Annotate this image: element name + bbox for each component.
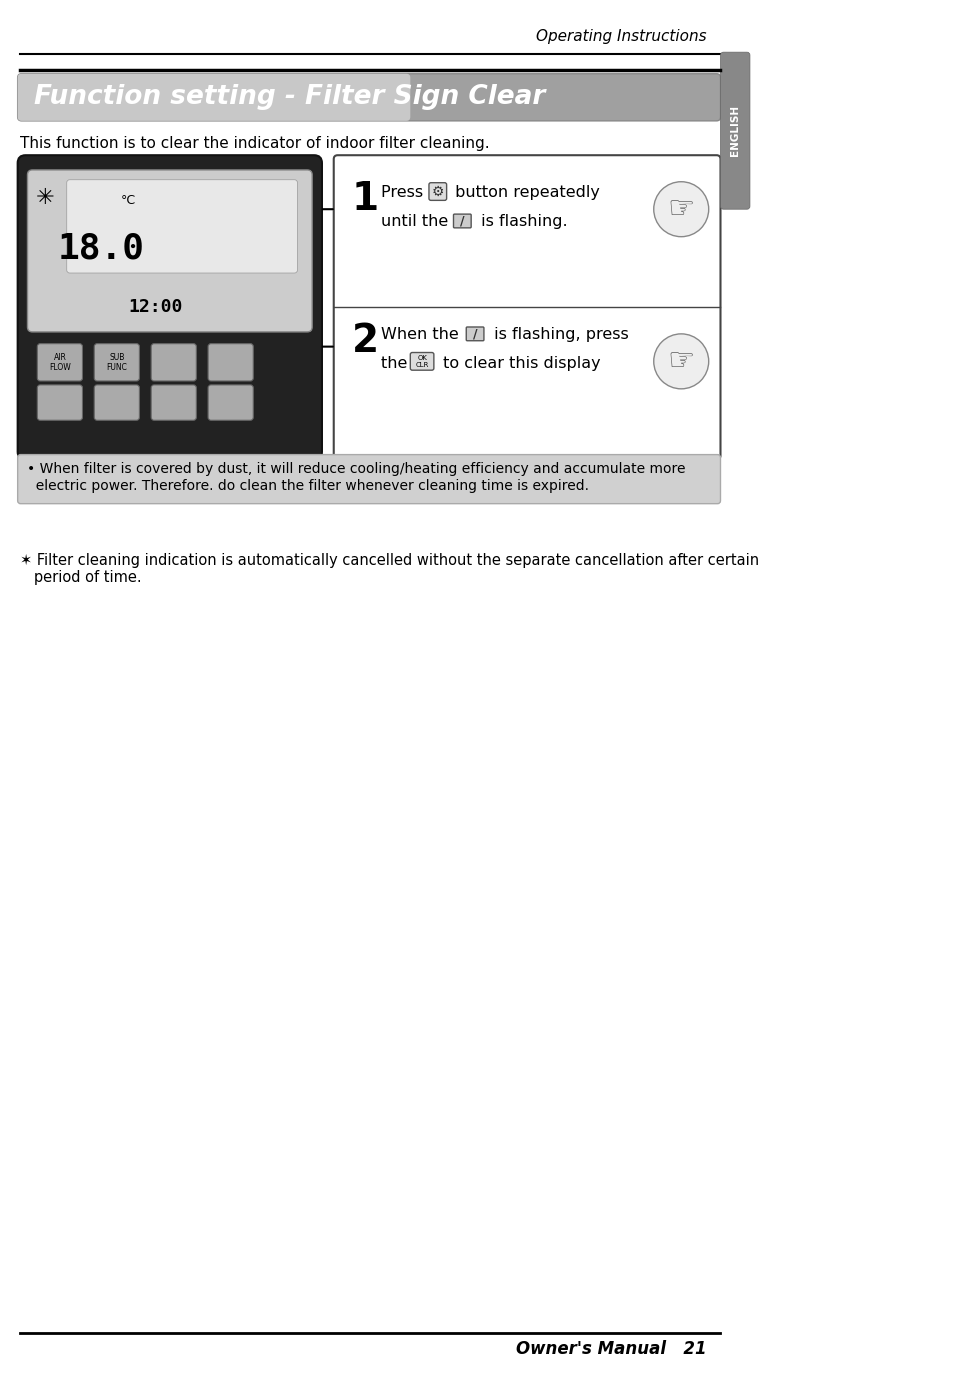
Text: /: / xyxy=(473,328,476,340)
Text: ✶ Filter cleaning indication is automatically cancelled without the separate can: ✶ Filter cleaning indication is automati… xyxy=(20,553,758,585)
Text: 18.0: 18.0 xyxy=(57,231,145,266)
Text: ENGLISH: ENGLISH xyxy=(729,105,740,157)
Text: ☞: ☞ xyxy=(667,347,694,375)
Text: button repeatedly: button repeatedly xyxy=(449,185,598,200)
Text: ✳: ✳ xyxy=(36,188,54,207)
Text: is flashing.: is flashing. xyxy=(476,214,567,230)
FancyBboxPatch shape xyxy=(334,155,720,459)
FancyBboxPatch shape xyxy=(208,343,253,381)
Text: 1: 1 xyxy=(351,179,378,218)
Text: to clear this display: to clear this display xyxy=(437,357,599,371)
FancyBboxPatch shape xyxy=(466,328,483,340)
FancyBboxPatch shape xyxy=(28,169,312,332)
FancyBboxPatch shape xyxy=(208,385,253,420)
Text: ☞: ☞ xyxy=(667,195,694,224)
Text: until the: until the xyxy=(380,214,453,230)
Text: is flashing, press: is flashing, press xyxy=(488,328,628,342)
Text: Operating Instructions: Operating Instructions xyxy=(536,29,706,45)
Text: /: / xyxy=(459,214,464,227)
FancyBboxPatch shape xyxy=(429,183,446,200)
Circle shape xyxy=(653,333,708,389)
FancyBboxPatch shape xyxy=(151,343,196,381)
Text: AIR
FLOW: AIR FLOW xyxy=(49,353,71,372)
Text: This function is to clear the indicator of indoor filter cleaning.: This function is to clear the indicator … xyxy=(20,136,489,151)
Text: Owner's Manual   21: Owner's Manual 21 xyxy=(516,1340,706,1358)
FancyBboxPatch shape xyxy=(94,385,139,420)
Text: Press: Press xyxy=(380,185,433,200)
Text: Function setting - Filter Sign Clear: Function setting - Filter Sign Clear xyxy=(34,84,545,111)
Text: When the: When the xyxy=(380,328,468,342)
Text: • When filter is covered by dust, it will reduce cooling/heating efficiency and : • When filter is covered by dust, it wil… xyxy=(28,462,685,493)
Text: 2: 2 xyxy=(351,322,378,360)
FancyBboxPatch shape xyxy=(18,74,720,120)
Text: ⚙: ⚙ xyxy=(431,185,443,199)
FancyBboxPatch shape xyxy=(94,343,139,381)
Text: SUB
FUNC: SUB FUNC xyxy=(107,353,127,372)
FancyBboxPatch shape xyxy=(151,385,196,420)
FancyBboxPatch shape xyxy=(18,74,410,120)
Text: OK
CLR: OK CLR xyxy=(415,354,428,368)
FancyBboxPatch shape xyxy=(67,179,297,273)
Text: the: the xyxy=(380,357,412,371)
Text: 12:00: 12:00 xyxy=(128,298,182,316)
FancyBboxPatch shape xyxy=(410,353,434,370)
FancyBboxPatch shape xyxy=(18,155,321,459)
FancyBboxPatch shape xyxy=(18,455,720,504)
FancyBboxPatch shape xyxy=(720,52,749,209)
FancyBboxPatch shape xyxy=(37,343,82,381)
FancyBboxPatch shape xyxy=(453,214,471,228)
Circle shape xyxy=(653,182,708,237)
Text: °C: °C xyxy=(121,195,135,207)
FancyBboxPatch shape xyxy=(37,385,82,420)
